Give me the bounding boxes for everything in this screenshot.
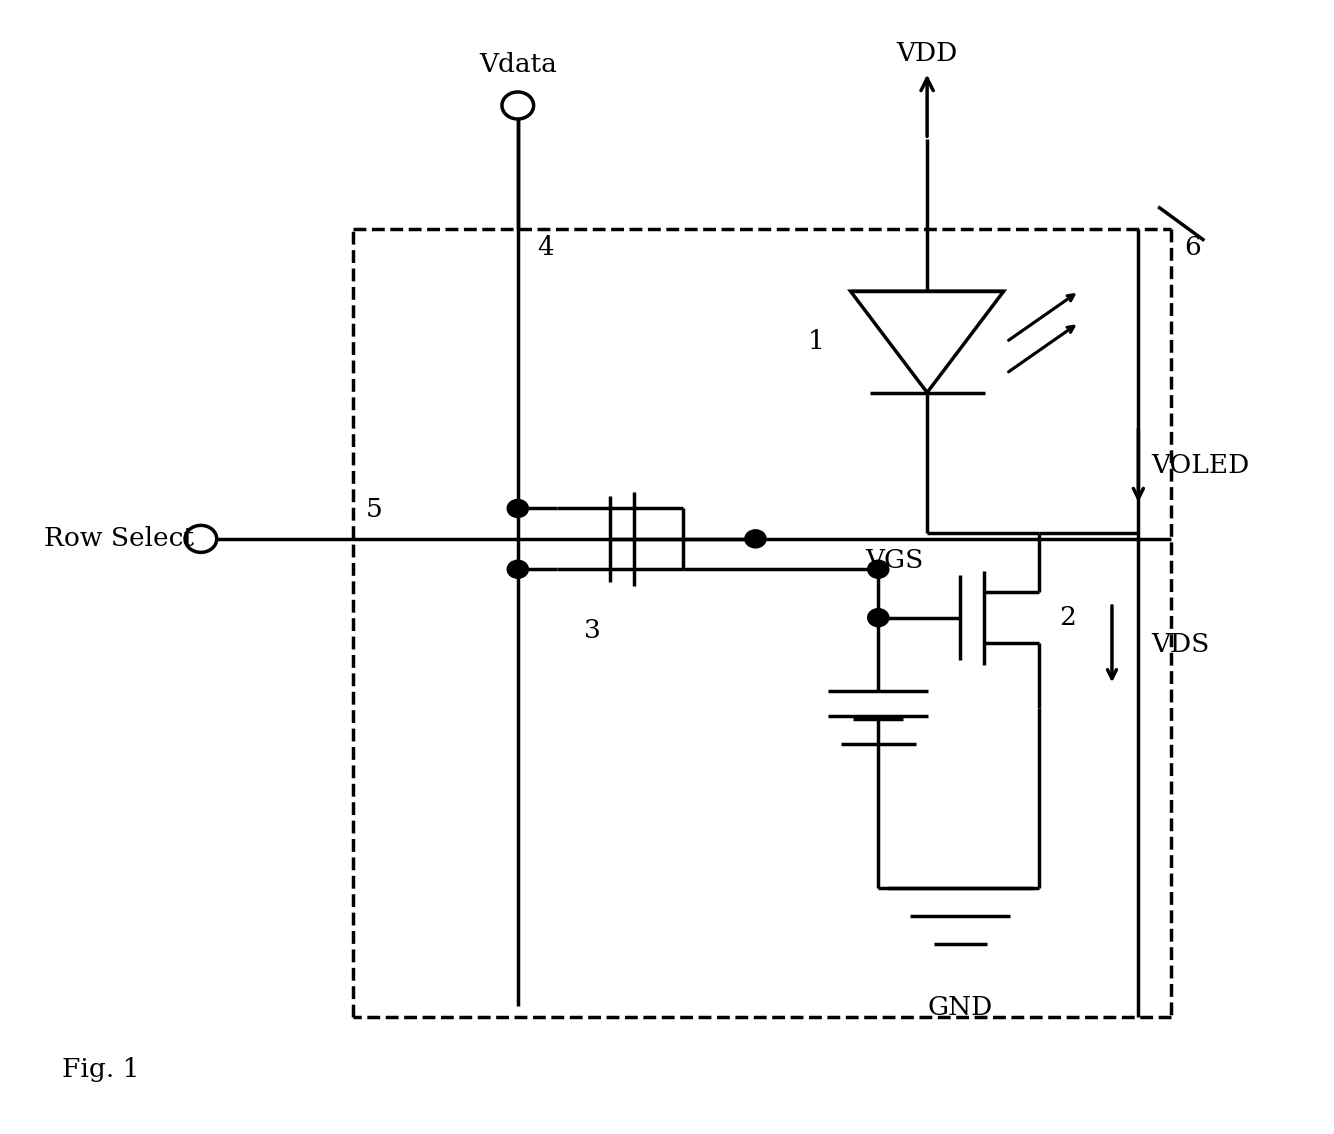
Text: GND: GND <box>927 995 992 1019</box>
Text: VGS: VGS <box>864 548 923 573</box>
Circle shape <box>744 530 766 548</box>
Text: VOLED: VOLED <box>1151 454 1250 479</box>
Text: VDS: VDS <box>1151 632 1210 657</box>
Circle shape <box>507 499 528 517</box>
Text: 3: 3 <box>584 618 600 643</box>
Text: Vdata: Vdata <box>479 52 556 77</box>
Text: 5: 5 <box>366 497 383 522</box>
Text: 4: 4 <box>538 235 555 260</box>
Text: 1: 1 <box>807 329 824 354</box>
Text: 6: 6 <box>1185 235 1202 260</box>
Text: 2: 2 <box>1059 606 1077 631</box>
Circle shape <box>867 609 888 627</box>
Circle shape <box>507 560 528 578</box>
Text: Row Select: Row Select <box>44 526 195 551</box>
Circle shape <box>867 560 888 578</box>
Text: Fig. 1: Fig. 1 <box>63 1057 140 1082</box>
Text: VDD: VDD <box>896 41 958 66</box>
